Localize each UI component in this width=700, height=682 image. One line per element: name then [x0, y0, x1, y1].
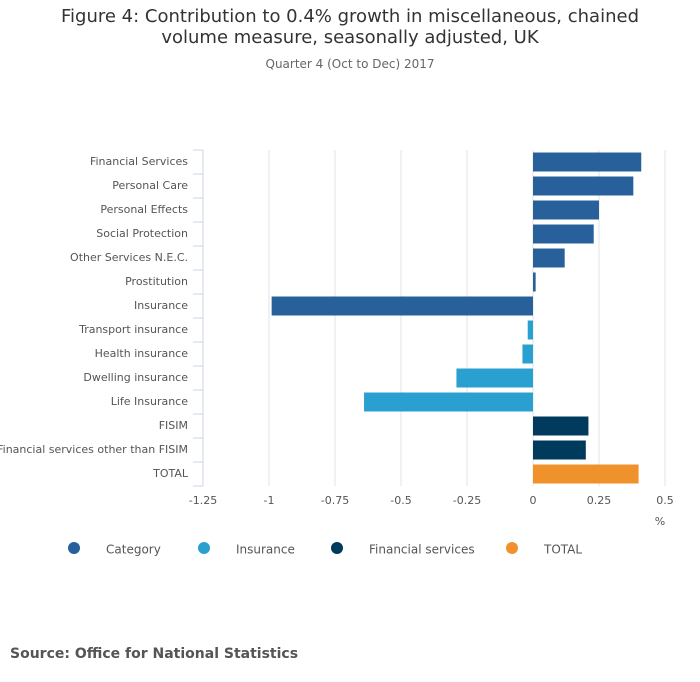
bar	[533, 224, 594, 244]
bar	[533, 416, 589, 436]
legend-label: Category	[106, 543, 161, 557]
x-tick-label: 0	[530, 494, 537, 507]
legend-label: TOTAL	[543, 543, 582, 557]
x-tick-label: 0.5	[656, 494, 674, 507]
y-tick-label: Personal Effects	[100, 203, 188, 216]
x-tick-label: -1.25	[189, 494, 217, 507]
y-tick-label: Social Protection	[96, 227, 188, 240]
x-axis-label: %	[655, 515, 665, 528]
y-tick-label: Prostitution	[125, 275, 188, 288]
x-tick-label: -0.75	[321, 494, 349, 507]
y-tick-label: FISIM	[159, 419, 188, 432]
y-tick-label: TOTAL	[152, 467, 189, 480]
x-tick-label: -0.5	[390, 494, 411, 507]
bar	[533, 200, 599, 220]
y-tick-label: Personal Care	[112, 179, 188, 192]
chart-subtitle: Quarter 4 (Oct to Dec) 2017	[265, 57, 435, 71]
bar	[533, 152, 642, 172]
x-tick-label: -0.25	[453, 494, 481, 507]
y-tick-label: Insurance	[134, 299, 188, 312]
bar	[533, 272, 536, 292]
y-tick-label: Transport insurance	[78, 323, 188, 336]
legend-label: Financial services	[369, 543, 475, 557]
bar	[533, 464, 639, 484]
legend-marker	[198, 542, 210, 554]
bar	[522, 344, 533, 364]
legend-marker	[506, 542, 518, 554]
bar	[364, 392, 533, 412]
y-tick-label: Health insurance	[95, 347, 189, 360]
legend-label: Insurance	[236, 543, 295, 557]
bar	[271, 296, 533, 316]
bar	[533, 248, 565, 268]
y-tick-label: Financial services other than FISIM	[0, 443, 188, 456]
bar	[533, 176, 634, 196]
source: Source: Office for National Statistics	[10, 646, 299, 662]
bar	[527, 320, 533, 340]
bar	[456, 368, 533, 388]
x-tick-label: 0.25	[587, 494, 612, 507]
x-tick-label: -1	[264, 494, 275, 507]
bar	[533, 440, 586, 460]
legend-marker	[331, 542, 343, 554]
y-tick-label: Dwelling insurance	[83, 371, 188, 384]
chart-title: Figure 4: Contribution to 0.4% growth in…	[60, 6, 639, 48]
y-tick-label: Life Insurance	[111, 395, 189, 408]
y-tick-label: Financial Services	[90, 155, 188, 168]
y-tick-label: Other Services N.E.C.	[70, 251, 188, 264]
legend-marker	[68, 542, 80, 554]
